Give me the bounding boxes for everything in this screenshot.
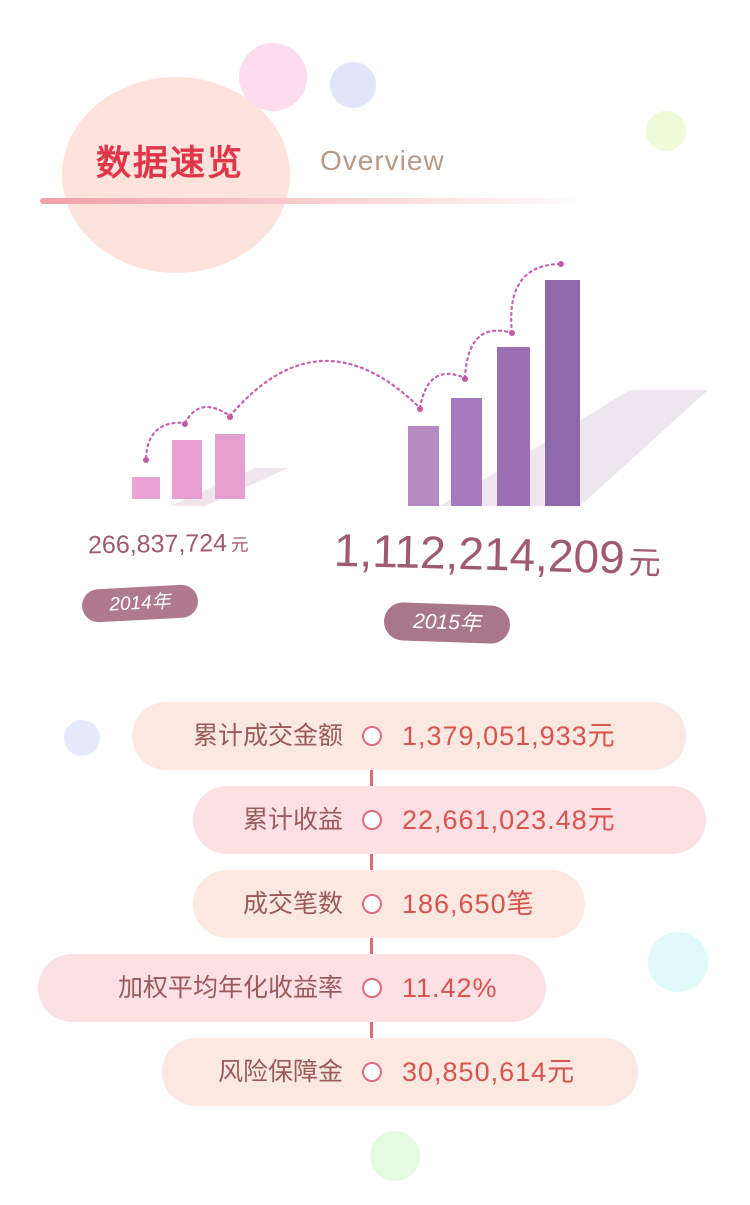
- page-title: 数据速览: [96, 144, 245, 184]
- amount-2015-unit: 元: [628, 544, 662, 582]
- stat-value-transaction-count: 186,650笔: [402, 889, 535, 919]
- decor-circle-lime: [646, 111, 686, 151]
- amount-2014-value: 266,837,724: [87, 528, 228, 560]
- arc-2014-b: [183, 406, 232, 425]
- timeline-node: [362, 1062, 382, 1082]
- arc-dot: [417, 406, 423, 412]
- bar-2014-1: [132, 477, 160, 499]
- header-divider: [40, 198, 590, 204]
- arc-2015-c: [510, 262, 562, 335]
- timeline-node: [362, 726, 382, 746]
- decor-circle-cyan: [648, 932, 708, 992]
- arc-dot: [509, 330, 515, 336]
- stat-pill-total-earnings: [193, 786, 706, 854]
- arc-dot: [462, 376, 468, 382]
- arc-dot: [227, 414, 233, 420]
- stat-value-total-volume: 1,379,051,933元: [402, 721, 616, 751]
- decor-circle-green: [370, 1131, 420, 1181]
- bar-2015-2: [451, 398, 482, 506]
- arc-bridge: [228, 359, 422, 418]
- page-subtitle: Overview: [320, 145, 445, 176]
- year-badge-2015-label: 2015年: [412, 609, 482, 636]
- amount-2015-value: 1,112,214,209: [333, 523, 626, 584]
- timeline-node: [362, 894, 382, 914]
- arc-2015-b: [463, 329, 514, 380]
- stat-label-total-earnings: 累计收益: [242, 805, 343, 834]
- stat-label-avg-yield: 加权平均年化收益率: [117, 973, 343, 1002]
- stat-value-risk-reserve: 30,850,614元: [402, 1057, 576, 1087]
- stat-pill-total-volume: [132, 702, 686, 770]
- stat-label-risk-reserve: 风险保障金: [217, 1057, 343, 1086]
- arc-2015-a: [418, 372, 467, 410]
- year-badge-2014-label: 2014年: [108, 591, 172, 616]
- decor-circle-blue: [330, 62, 376, 108]
- amount-2014-unit: 元: [230, 534, 249, 555]
- bar-2014-3: [215, 434, 245, 499]
- decor-circle-peach: [62, 77, 290, 273]
- growth-bar-chart: [132, 261, 708, 506]
- amount-2014: 266,837,724 元: [88, 529, 249, 561]
- decor-circle-pink: [239, 43, 307, 111]
- stat-value-avg-yield: 11.42%: [402, 973, 498, 1003]
- year-badge-2015: 2015年: [383, 601, 511, 645]
- decor-circle-blue-left: [64, 720, 100, 756]
- stat-label-total-volume: 累计成交金额: [192, 721, 343, 750]
- arc-2014-a: [144, 421, 187, 460]
- timeline-node: [362, 810, 382, 830]
- stat-pill-risk-reserve: [162, 1038, 638, 1106]
- amount-2015: 1,112,214,209元: [333, 523, 661, 586]
- bar-2015-3: [497, 347, 530, 506]
- arc-dot: [143, 457, 149, 463]
- stat-label-transaction-count: 成交笔数: [242, 889, 343, 918]
- bar-2014-2: [172, 440, 202, 499]
- arc-dot: [558, 261, 564, 267]
- timeline-node: [362, 978, 382, 998]
- stat-pill-avg-yield: [38, 954, 546, 1022]
- stat-pill-transaction-count: [193, 870, 585, 938]
- bar-2015-4: [545, 280, 580, 506]
- year-badge-2014: 2014年: [81, 583, 199, 624]
- bar-2015-1: [408, 426, 439, 506]
- stat-value-total-earnings: 22,661,023.48元: [402, 805, 616, 835]
- arc-dot: [182, 421, 188, 427]
